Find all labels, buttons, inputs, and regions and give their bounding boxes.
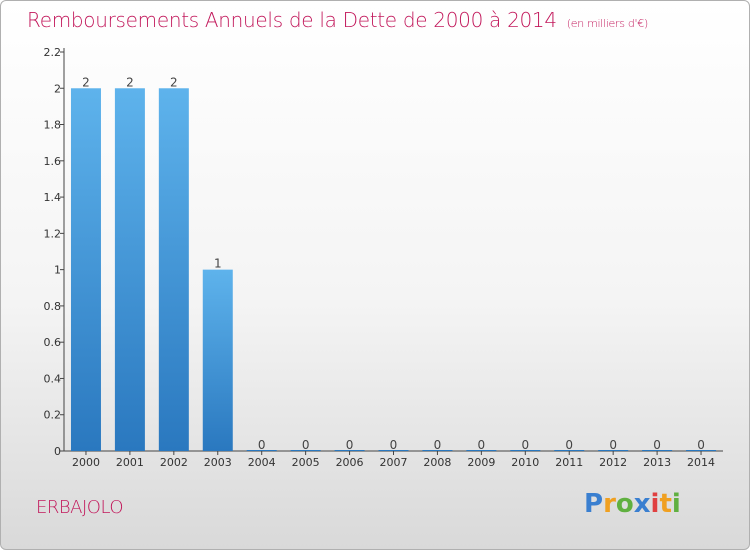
y-tick-label: 1.6 xyxy=(44,155,62,168)
value-label: 0 xyxy=(390,438,398,452)
bar xyxy=(290,450,321,451)
y-tick-label: 1 xyxy=(54,264,61,277)
y-tick-label: 0 xyxy=(54,445,61,458)
labels: 2 2000 2 2001 2 2002 1 2003 0 2004 0 2005 0 2006 0 2007… xyxy=(72,75,715,469)
logo-letter: i xyxy=(650,489,660,519)
y-tick-label: 0.6 xyxy=(44,336,62,349)
x-tick-label: 2006 xyxy=(336,456,364,469)
value-label: 0 xyxy=(302,438,310,452)
x-tick-label: 2001 xyxy=(116,456,144,469)
logo-letter: r xyxy=(603,489,616,519)
bar xyxy=(114,88,145,451)
value-label: 0 xyxy=(478,438,486,452)
y-tick-label: 2 xyxy=(54,82,61,95)
x-tick-label: 2003 xyxy=(204,456,232,469)
x-tick-label: 2013 xyxy=(643,456,671,469)
x-tick-label: 2009 xyxy=(467,456,495,469)
y-tick-label: 0.4 xyxy=(44,372,62,385)
value-label: 0 xyxy=(565,438,573,452)
bar xyxy=(70,88,101,451)
bar xyxy=(554,450,585,451)
x-tick-label: 2002 xyxy=(160,456,188,469)
value-label: 0 xyxy=(346,438,354,452)
bar xyxy=(202,269,233,451)
value-label: 2 xyxy=(126,75,134,89)
bar xyxy=(378,450,409,451)
x-tick-label: 2012 xyxy=(599,456,627,469)
x-tick-label: 2014 xyxy=(687,456,715,469)
value-label: 0 xyxy=(434,438,442,452)
proxiti-logo: Proxiti xyxy=(584,489,681,519)
x-tick-label: 2008 xyxy=(423,456,451,469)
value-label: 2 xyxy=(170,75,178,89)
bar xyxy=(466,450,497,451)
y-tick-label: 1.2 xyxy=(44,227,62,240)
bars xyxy=(70,88,717,451)
value-label: 0 xyxy=(697,438,705,452)
town-name: ERBAJOLO xyxy=(36,497,124,518)
title-text: Remboursements Annuels de la Dette de 20… xyxy=(27,8,557,32)
x-tick-label: 2007 xyxy=(380,456,408,469)
x-tick-label: 2010 xyxy=(511,456,539,469)
logo-letter: P xyxy=(584,489,604,519)
x-tick-label: 2000 xyxy=(72,456,100,469)
y-tick-label: 0.8 xyxy=(44,300,62,313)
value-label: 2 xyxy=(82,75,90,89)
bar xyxy=(334,450,365,451)
chart-subtitle: (en milliers d'€) xyxy=(566,17,648,30)
logo-letter: t xyxy=(659,489,672,519)
axes: 0 0.2 0.4 0.6 0.8 1 1.2 1.4 1.6 1.8 2 2.2 xyxy=(44,46,723,458)
value-label: 0 xyxy=(609,438,617,452)
x-tick-label: 2004 xyxy=(248,456,276,469)
x-tick-label: 2011 xyxy=(555,456,583,469)
logo-letter: x xyxy=(633,489,651,519)
y-tick-label: 2.2 xyxy=(44,46,62,59)
y-tick-label: 1.8 xyxy=(44,119,62,132)
logo-letter: o xyxy=(615,489,634,519)
bar xyxy=(642,450,673,451)
value-label: 0 xyxy=(653,438,661,452)
bar xyxy=(246,450,277,451)
bar xyxy=(510,450,541,451)
value-label: 1 xyxy=(214,257,222,271)
value-label: 0 xyxy=(521,438,529,452)
y-tick-label: 1.4 xyxy=(44,191,62,204)
value-label: 0 xyxy=(258,438,266,452)
bar xyxy=(598,450,629,451)
x-tick-label: 2005 xyxy=(292,456,320,469)
y-tick-label: 0.2 xyxy=(44,409,62,422)
chart-title: Remboursements Annuels de la Dette de 20… xyxy=(27,8,648,32)
logo-letter: i xyxy=(671,489,681,519)
bar xyxy=(158,88,189,451)
bar xyxy=(686,450,717,451)
bar xyxy=(422,450,453,451)
